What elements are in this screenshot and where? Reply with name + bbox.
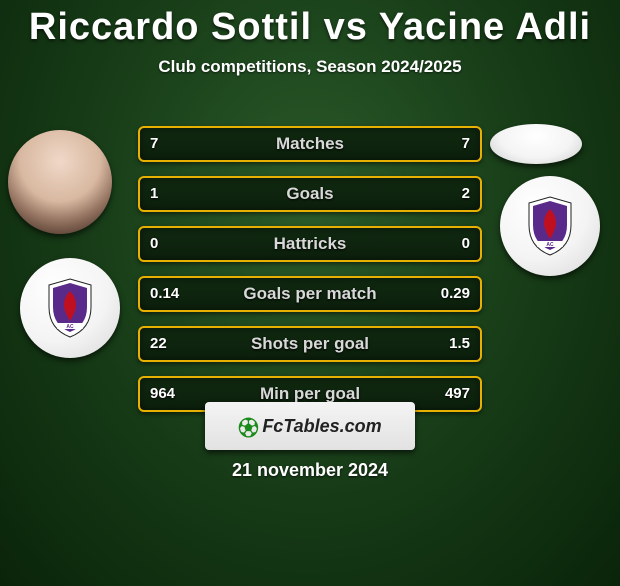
fiorentina-crest-icon: AC [525,195,575,257]
player2-name: Yacine Adli [379,6,591,48]
stat-right-value: 0.29 [441,278,470,310]
svg-text:AC: AC [66,324,74,330]
fiorentina-crest-icon: AC [45,277,95,339]
brand-icon: ⚽︎ [238,412,258,441]
stat-right-value: 7 [462,128,470,160]
stats-table: 7Matches7 1Goals2 0Hattricks0 0.14Goals per… [138,126,482,426]
stat-row-hattricks: 0Hattricks0 [138,226,482,262]
stat-label: Goals per match [140,278,480,310]
stat-row-goals: 1Goals2 [138,176,482,212]
stat-row-goals-per-match: 0.14Goals per match0.29 [138,276,482,312]
player2-photo [490,124,582,164]
brand-badge: ⚽︎ FcTables.com [205,402,415,450]
stat-label: Goals [140,178,480,210]
player1-name: Riccardo Sottil [29,6,312,48]
stat-label: Shots per goal [140,328,480,360]
player1-club-crest: AC [20,258,120,358]
stat-right-value: 0 [462,228,470,260]
stat-right-value: 2 [462,178,470,210]
comparison-title: Riccardo Sottil vs Yacine Adli [0,6,620,49]
stat-right-value: 1.5 [449,328,470,360]
stat-right-value: 497 [445,378,470,410]
brand-label: FcTables.com [262,416,381,437]
stat-label: Hattricks [140,228,480,260]
svg-text:AC: AC [546,242,554,248]
vs-label: vs [324,6,368,48]
stat-row-matches: 7Matches7 [138,126,482,162]
date-label: 21 november 2024 [0,460,620,481]
subtitle: Club competitions, Season 2024/2025 [0,57,620,77]
stat-label: Matches [140,128,480,160]
stat-row-shots-per-goal: 22Shots per goal1.5 [138,326,482,362]
player2-club-crest: AC [500,176,600,276]
player1-photo [8,130,112,234]
